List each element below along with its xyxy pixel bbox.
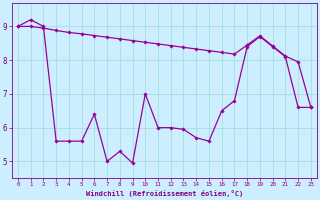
- X-axis label: Windchill (Refroidissement éolien,°C): Windchill (Refroidissement éolien,°C): [86, 190, 243, 197]
